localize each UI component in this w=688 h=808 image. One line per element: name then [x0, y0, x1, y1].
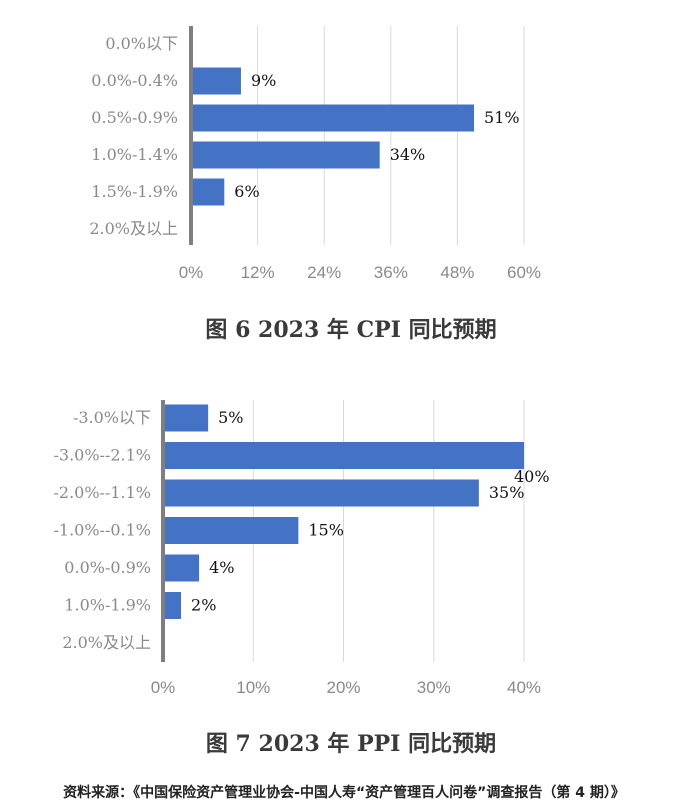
ppi-category-label: 1.0%-1.9% — [64, 596, 151, 615]
ppi-x-tick-label: 20% — [326, 678, 360, 697]
ppi-category-label: 2.0%及以上 — [62, 633, 151, 652]
cpi-category-label: 1.0%-1.4% — [91, 145, 178, 164]
cpi-value-label: 51% — [484, 108, 520, 127]
cpi-chart-caption: 图 6 2023 年 CPI 同比预期 — [205, 317, 496, 343]
cpi-x-tick-label: 60% — [507, 263, 541, 282]
ppi-x-tick-label: 0% — [151, 678, 176, 697]
ppi-bar — [163, 554, 200, 582]
cpi-x-tick-label: 36% — [374, 263, 408, 282]
cpi-value-label: 9% — [251, 71, 276, 90]
ppi-bar — [163, 517, 299, 544]
ppi-category-label: -3.0%--2.1% — [53, 446, 151, 465]
cpi-x-tick-label: 48% — [440, 263, 474, 282]
ppi-category-label: -3.0%以下 — [73, 408, 151, 427]
ppi-value-label: 15% — [308, 521, 344, 540]
cpi-category-label: 0.0%-0.4% — [91, 71, 178, 90]
ppi-category-label: 0.0%-0.9% — [64, 558, 151, 577]
ppi-category-label: -1.0%--0.1% — [53, 521, 151, 540]
cpi-value-label: 34% — [390, 145, 426, 164]
ppi-bar — [163, 592, 182, 619]
ppi-x-tick-label: 30% — [417, 678, 451, 697]
ppi-bar — [163, 442, 524, 469]
ppi-value-label: 2% — [191, 596, 216, 615]
ppi-value-label: 5% — [218, 408, 243, 427]
cpi-value-label: 6% — [234, 182, 259, 201]
cpi-expectation-chart: 0% 12% 24% 36% 48% 60% 0.0%以下 0.0%-0.4% 9% 0.5%-0… — [89, 26, 541, 282]
cpi-x-tick-label: 0% — [179, 263, 204, 282]
ppi-value-label: 4% — [209, 558, 234, 577]
cpi-x-tick-label: 24% — [307, 263, 341, 282]
ppi-x-tick-label: 40% — [507, 678, 541, 697]
cpi-bar — [191, 141, 380, 169]
ppi-bar — [163, 404, 209, 432]
cpi-category-label: 2.0%及以上 — [89, 219, 178, 238]
ppi-expectation-chart: 0% 10% 20% 30% 40% -3.0%以下 5% -3.0%--2.1% 40% -2.… — [53, 400, 550, 697]
cpi-bar — [191, 104, 475, 132]
ppi-value-label: 40% — [514, 467, 550, 486]
cpi-bar — [191, 67, 241, 95]
cpi-x-tick-label: 12% — [241, 263, 275, 282]
cpi-category-label: 1.5%-1.9% — [91, 182, 178, 201]
ppi-category-label: -2.0%--1.1% — [53, 483, 151, 502]
cpi-category-label: 0.0%以下 — [105, 34, 178, 53]
ppi-chart-caption: 图 7 2023 年 PPI 同比预期 — [206, 731, 496, 757]
ppi-bar — [163, 479, 479, 507]
ppi-x-tick-label: 10% — [236, 678, 270, 697]
cpi-category-label: 0.5%-0.9% — [91, 108, 178, 127]
cpi-bar — [191, 178, 225, 206]
ppi-value-label: 35% — [489, 483, 525, 502]
source-note: 资料来源：《中国保险资产管理业协会-中国人寿“资产管理百人问卷”调查报告（第 4… — [63, 784, 625, 801]
